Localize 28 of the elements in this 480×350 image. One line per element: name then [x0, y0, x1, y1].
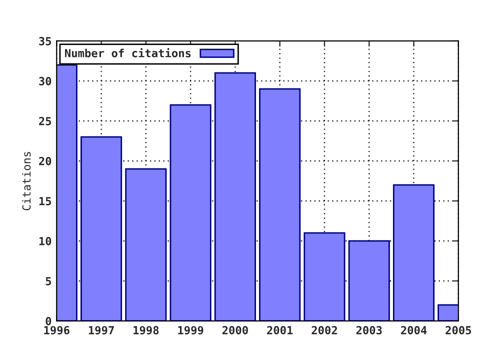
bar	[80, 136, 122, 321]
x-tick-label: 2005	[446, 326, 472, 334]
legend-label: Number of citations	[65, 48, 191, 58]
bar	[170, 104, 212, 321]
y-tick-label: 35	[39, 36, 52, 46]
y-tick-label: 30	[39, 76, 52, 86]
y-tick-label: 25	[39, 116, 52, 126]
x-tick-label: 2001	[267, 326, 293, 334]
y-tick-label: 5	[46, 277, 52, 286]
x-tick-label: 1999	[178, 326, 204, 334]
bar	[259, 88, 301, 321]
y-axis-title: Citations	[22, 152, 31, 210]
y-tick-label: 20	[39, 156, 52, 166]
y-tick-label: 0	[46, 316, 52, 326]
x-tick-label: 2002	[312, 326, 337, 334]
y-tick-label: 10	[39, 236, 52, 246]
bar	[214, 72, 256, 321]
bar	[125, 168, 167, 321]
bar	[392, 184, 435, 321]
x-tick-label: 1998	[134, 326, 159, 334]
x-tick-label: 2000	[222, 326, 248, 334]
bar	[304, 232, 346, 321]
bar	[348, 240, 390, 321]
y-tick-label: 15	[39, 197, 52, 206]
x-tick-label: 2004	[401, 326, 427, 334]
x-tick-label: 2003	[356, 326, 382, 334]
x-tick-label: 1996	[44, 326, 70, 334]
x-tick-label: 1997	[88, 326, 114, 334]
